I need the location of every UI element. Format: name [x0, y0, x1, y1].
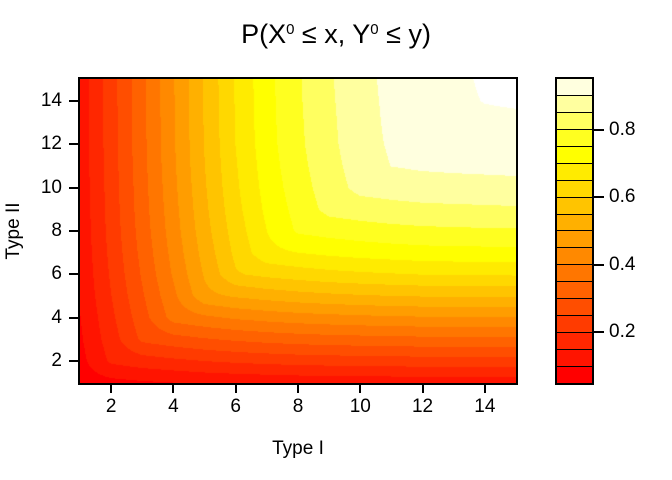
- x-tick-label: 4: [168, 396, 179, 417]
- colorbar-band: [557, 129, 592, 147]
- colorbar-band: [557, 79, 592, 96]
- y-tick-mark: [69, 316, 78, 319]
- x-tick-mark: [483, 385, 486, 393]
- colorbar-band: [557, 366, 592, 383]
- x-tick-label: 8: [292, 396, 304, 417]
- x-tick-mark: [172, 385, 175, 393]
- y-tick-label: 12: [40, 133, 62, 155]
- y-tick-mark: [69, 99, 78, 102]
- x-tick-mark: [234, 385, 237, 393]
- y-tick-label: 2: [51, 350, 62, 372]
- x-tick-label: 14: [474, 396, 496, 417]
- y-tick-label: 4: [51, 306, 62, 328]
- colorbar-tick-mark: [594, 263, 604, 266]
- x-tick-label: 10: [349, 396, 371, 417]
- title-text: ≤ y): [378, 19, 431, 49]
- x-tick-mark: [110, 385, 113, 393]
- y-tick-label: 8: [51, 220, 62, 241]
- colorbar-tick-label: 0.2: [609, 321, 636, 343]
- colorbar-band: [557, 316, 592, 334]
- y-tick-mark: [69, 230, 78, 232]
- colorbar-tick-label: 0.6: [609, 186, 636, 208]
- colorbar-band: [557, 350, 592, 367]
- y-axis-label: Type II: [3, 202, 24, 260]
- colorbar-band: [557, 112, 592, 130]
- chart-title: P(X0 ≤ x, Y0 ≤ y): [0, 19, 672, 50]
- colorbar-tick-mark: [594, 196, 604, 199]
- y-tick-label: 10: [40, 176, 62, 198]
- colorbar-band: [557, 163, 592, 181]
- colorbar-band: [557, 180, 592, 198]
- colorbar-band: [557, 214, 592, 232]
- plot-area: [78, 77, 518, 385]
- colorbar-band: [557, 299, 592, 317]
- y-tick-mark: [69, 143, 78, 146]
- colorbar-band: [557, 333, 592, 350]
- colorbar-tick-label: 0.4: [609, 253, 636, 275]
- y-tick-mark: [69, 360, 78, 363]
- colorbar-band: [557, 265, 592, 283]
- title-superscript: 0: [286, 21, 295, 38]
- x-axis-label: Type I: [272, 438, 324, 459]
- y-tick-label: 6: [51, 263, 62, 285]
- x-tick-mark: [297, 385, 299, 393]
- x-tick-mark: [421, 385, 424, 393]
- colorbar-tick-mark: [594, 331, 604, 334]
- x-tick-label: 2: [105, 396, 117, 417]
- colorbar-tick-mark: [594, 128, 604, 131]
- title-superscript: 0: [370, 21, 379, 38]
- x-tick-label: 6: [230, 396, 241, 417]
- colorbar-tick-label: 0.8: [609, 118, 636, 140]
- y-tick-mark: [69, 273, 78, 276]
- colorbar-band: [557, 146, 592, 164]
- colorbar-band: [557, 282, 592, 300]
- colorbar-band: [557, 231, 592, 249]
- title-text: ≤ x, Y: [294, 19, 371, 49]
- colorbar-band: [557, 248, 592, 266]
- colorbar-band: [557, 95, 592, 113]
- contour-canvas: [80, 79, 516, 383]
- y-tick-mark: [69, 186, 78, 189]
- x-tick-label: 12: [411, 396, 434, 417]
- colorbar-band: [557, 197, 592, 215]
- x-tick-mark: [359, 385, 362, 393]
- y-tick-label: 14: [40, 89, 62, 111]
- title-text: P(X: [241, 19, 287, 49]
- colorbar: [555, 77, 594, 385]
